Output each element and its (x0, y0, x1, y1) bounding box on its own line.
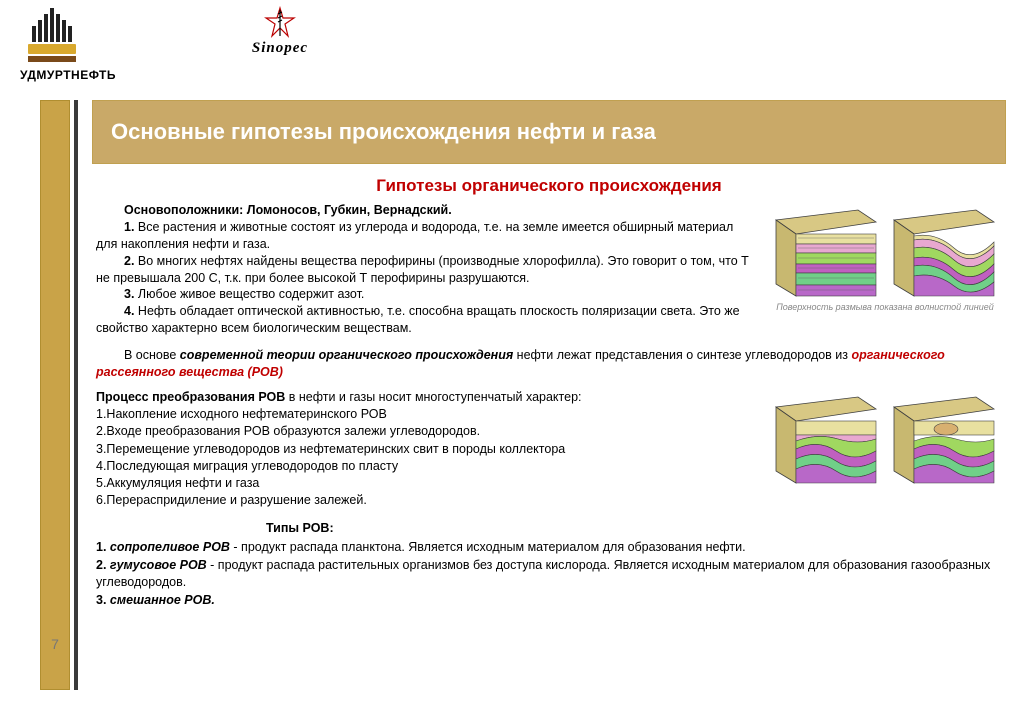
company-name: УДМУРТНЕФТЬ (20, 68, 116, 82)
process-title: Процесс преобразования РОВ (96, 390, 285, 404)
type2-num: 2. (96, 558, 110, 572)
subtitle-word1: Гипотезы (376, 176, 457, 195)
process-text: Процесс преобразования РОВ в нефти и газ… (96, 389, 758, 510)
logo-base-icon (28, 44, 76, 54)
type2-em: гумусовое РОВ (110, 558, 207, 572)
strata-diagram-trap (886, 389, 996, 485)
strata-diagram-eroded (768, 389, 878, 485)
strata-diagram-folded (886, 202, 996, 298)
process-step6: 6.Перераспридиление и разрушение залежей… (96, 492, 758, 509)
subtitle-word2: органического (462, 176, 585, 195)
process-row: Процесс преобразования РОВ в нефти и газ… (96, 389, 1002, 510)
point2-num: 2. (124, 254, 134, 268)
subtitle-word3: происхождения (589, 176, 722, 195)
logo-towers-icon (32, 8, 74, 42)
type2-text: - продукт распада растительных организмо… (96, 558, 990, 590)
point4-num: 4. (124, 304, 134, 318)
strata-diagram-flat (768, 202, 878, 298)
point3-num: 3. (124, 287, 134, 301)
type1-em: сопропеливое РОВ (110, 540, 230, 554)
type3-num: 3. (96, 593, 110, 607)
process-step2: 2.Входе преобразования РОВ образуются за… (96, 423, 758, 440)
top-diagrams: Поверхность размыва показана волнистой л… (768, 202, 1002, 337)
mid-mid: нефти лежат представления о синтезе угле… (513, 348, 851, 362)
point4: Нефть обладает оптической активностью, т… (96, 304, 740, 335)
founders-block: Основоположники: Ломоносов, Губкин, Верн… (96, 202, 758, 337)
top-row: Основоположники: Ломоносов, Губкин, Верн… (96, 202, 1002, 337)
point1: Все растения и животные состоят из углер… (96, 220, 733, 251)
mid-paragraph: В основе современной теории органическог… (96, 347, 1002, 381)
subtitle: Гипотезы органического происхождения (96, 176, 1002, 196)
partner-name: Sinopec (240, 40, 320, 57)
founders-label: Основоположники: Ломоносов, Губкин, Верн… (124, 203, 452, 217)
header: УДМУРТНЕФТЬ Sinopec (0, 0, 1024, 90)
left-dark-bar (74, 100, 78, 690)
process-step4: 4.Последующая миграция углеводородов по … (96, 458, 758, 475)
types-block: Типы РОВ: 1. сопропеливое РОВ - продукт … (96, 520, 1002, 610)
type3-em: смешанное РОВ. (110, 593, 215, 607)
diagram-caption: Поверхность размыва показана волнистой л… (768, 302, 1002, 312)
point1-num: 1. (124, 220, 134, 234)
mid-pre: В основе (124, 348, 180, 362)
sinopec-star-icon (264, 6, 296, 38)
process-title-rest: в нефти и газы носит многоступенчатый ха… (285, 390, 581, 404)
slide-title-band: Основные гипотезы происхождения нефти и … (92, 100, 1006, 164)
page-number: 7 (44, 636, 66, 652)
point2: Во многих нефтях найдены вещества перофи… (96, 254, 749, 285)
logo-band-icon (28, 56, 76, 62)
slide-title: Основные гипотезы происхождения нефти и … (111, 119, 656, 145)
process-step5: 5.Аккумуляция нефти и газа (96, 475, 758, 492)
type1-num: 1. (96, 540, 110, 554)
types-title: Типы РОВ: (266, 520, 1002, 538)
mid-em1: современной теории органического происхо… (180, 348, 513, 362)
partner-logo: Sinopec (240, 6, 320, 84)
point3: Любое живое вещество содержит азот. (134, 287, 364, 301)
left-gold-bar (40, 100, 70, 690)
type1-text: - продукт распада планктона. Является ис… (230, 540, 746, 554)
right-diagrams (768, 389, 1002, 485)
content-area: Гипотезы органического происхождения Осн… (92, 170, 1010, 714)
process-step3: 3.Перемещение углеводородов из нефтемате… (96, 441, 758, 458)
process-step1: 1.Накопление исходного нефтематеринского… (96, 406, 758, 423)
